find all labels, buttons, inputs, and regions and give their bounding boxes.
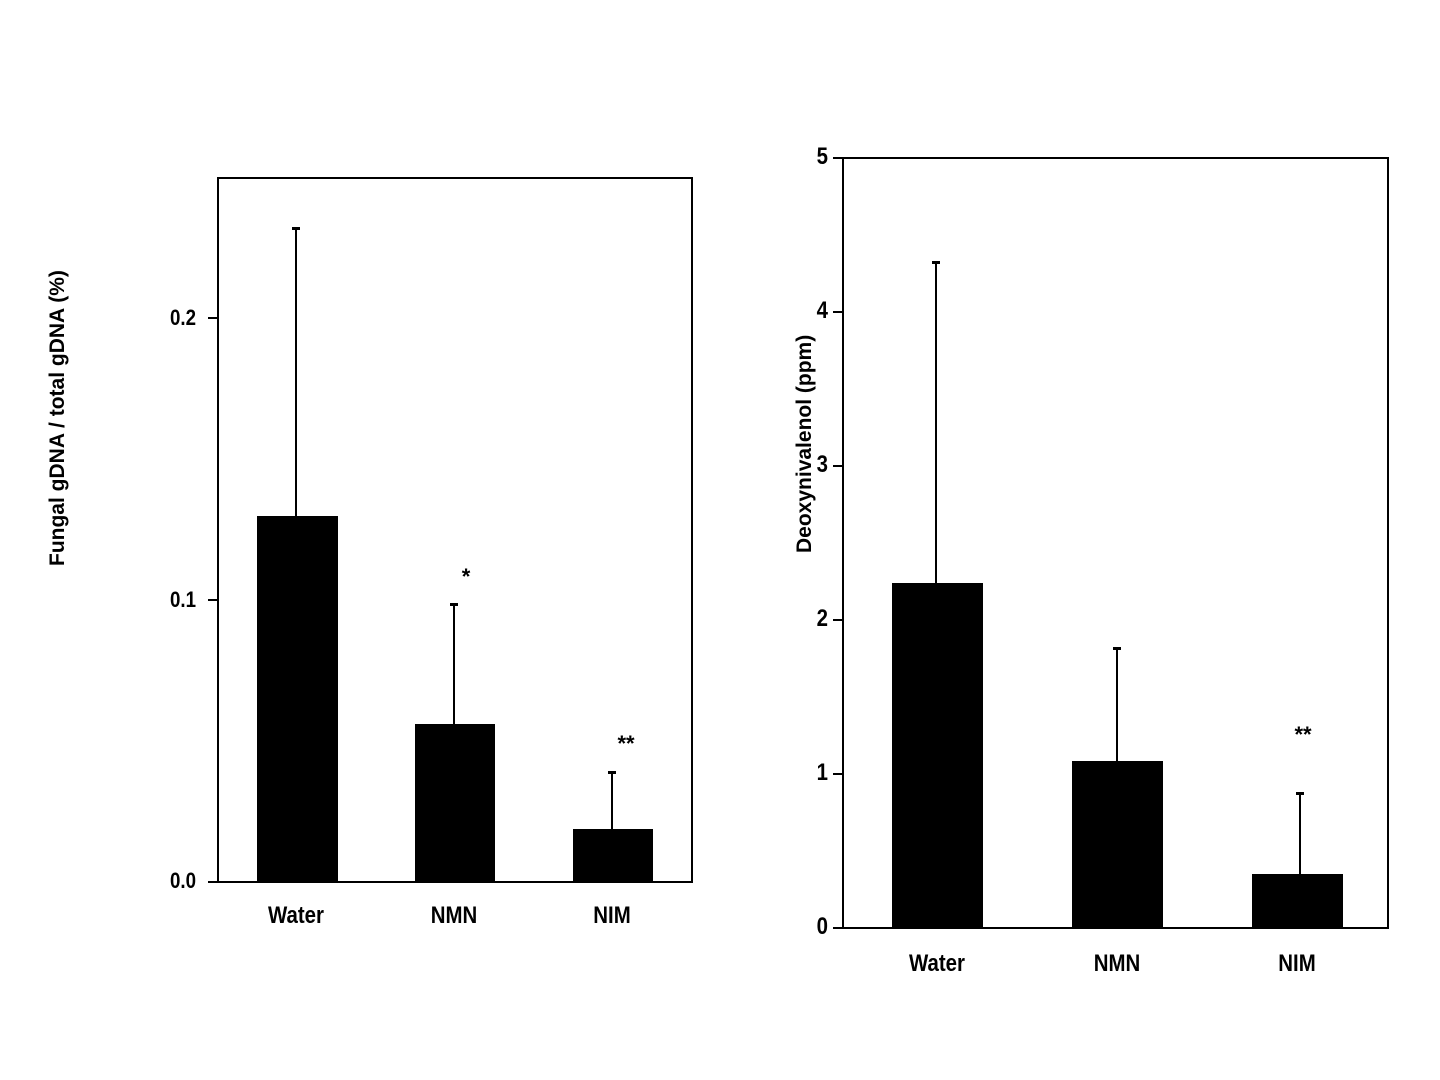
right-significance-nim: ** <box>1294 722 1312 747</box>
right-error-cap-water <box>932 261 940 264</box>
right-tick-1 <box>833 773 842 775</box>
right-bar-water <box>892 583 983 928</box>
left-tick-label-0: 0.0 <box>169 868 196 893</box>
right-bar-nmn <box>1072 761 1163 928</box>
right-error-bar-nim <box>1299 793 1301 875</box>
right-tick-label-0: 0 <box>816 913 828 940</box>
left-error-cap-nim <box>608 771 616 774</box>
right-y-axis-label: Deoxynivalenol (ppm) <box>793 334 816 553</box>
left-bar-water <box>257 516 338 882</box>
right-tick-label-4: 4 <box>816 297 828 324</box>
right-x-label-water: Water <box>909 950 965 977</box>
left-x-label-water: Water <box>268 902 324 929</box>
right-tick-label-1: 1 <box>816 759 828 786</box>
left-error-cap-water <box>292 227 300 230</box>
right-tick-3 <box>833 465 842 467</box>
left-bar-nmn <box>415 724 495 882</box>
left-bar-nim <box>573 829 653 882</box>
right-error-cap-nmn <box>1113 647 1121 650</box>
left-tick-label-2: 0.2 <box>169 305 196 330</box>
right-error-bar-nmn <box>1116 648 1118 762</box>
right-tick-label-3: 3 <box>816 451 828 478</box>
left-significance-nmn: * <box>461 564 471 589</box>
right-tick-0 <box>833 927 842 929</box>
left-y-axis-label: Fungal gDNA / total gDNA (%) <box>46 270 69 566</box>
right-tick-4 <box>833 311 842 313</box>
left-x-label-nim: NIM <box>593 902 631 929</box>
right-error-cap-nim <box>1296 792 1304 795</box>
left-error-bar-water <box>295 228 297 518</box>
left-x-label-nmn: NMN <box>430 902 478 929</box>
left-tick-0 <box>208 881 217 883</box>
left-tick-1 <box>208 599 217 601</box>
left-significance-nim: ** <box>617 731 635 756</box>
right-x-label-nim: NIM <box>1278 950 1316 977</box>
left-error-bar-nim <box>611 772 613 830</box>
right-tick-5 <box>833 157 842 159</box>
right-x-label-nmn: NMN <box>1093 950 1141 977</box>
left-error-cap-nmn <box>450 603 458 606</box>
right-tick-label-5: 5 <box>816 143 828 170</box>
left-error-bar-nmn <box>453 604 455 726</box>
left-tick-2 <box>208 317 217 319</box>
right-bar-nim <box>1252 874 1343 928</box>
right-error-bar-water <box>935 262 937 585</box>
left-tick-label-1: 0.1 <box>169 587 196 612</box>
right-tick-label-2: 2 <box>816 605 828 632</box>
right-tick-2 <box>833 619 842 621</box>
